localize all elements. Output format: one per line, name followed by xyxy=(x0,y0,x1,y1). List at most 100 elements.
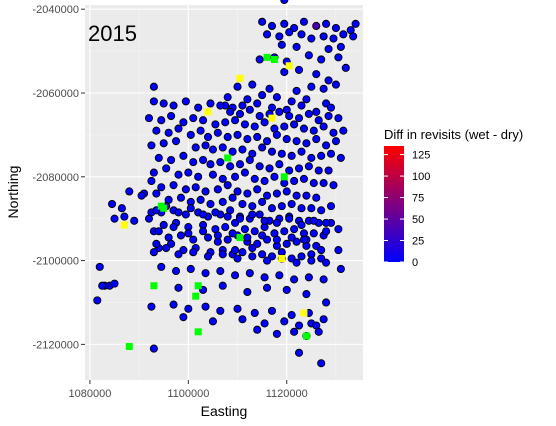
data-point xyxy=(171,267,181,276)
data-point xyxy=(263,137,272,146)
y-tick-label: -2060000 xyxy=(33,88,80,100)
data-point xyxy=(326,202,336,211)
data-point xyxy=(201,141,210,150)
data-point xyxy=(317,206,326,215)
data-point xyxy=(117,204,126,213)
data-point xyxy=(312,107,321,116)
data-point xyxy=(248,80,257,89)
data-point xyxy=(167,155,176,165)
data-point xyxy=(206,160,215,169)
data-point xyxy=(307,256,316,265)
data-point xyxy=(253,325,262,334)
data-point xyxy=(167,111,176,121)
legend-tick-label: 0 xyxy=(412,257,418,269)
data-point xyxy=(149,344,158,353)
data-point xyxy=(277,149,286,158)
data-point xyxy=(351,19,360,28)
data-point xyxy=(267,21,277,30)
data-point xyxy=(159,220,168,230)
data-point xyxy=(267,204,277,213)
data-point xyxy=(253,185,262,194)
data-point xyxy=(130,216,139,225)
data-point xyxy=(125,187,134,196)
data-point xyxy=(196,195,205,204)
data-point xyxy=(287,311,296,320)
data-point xyxy=(243,95,252,104)
y-tick-label: -2100000 xyxy=(33,256,80,268)
data-point xyxy=(174,283,183,292)
data-point xyxy=(336,153,345,162)
data-point xyxy=(208,317,217,326)
data-point xyxy=(137,191,146,200)
data-point xyxy=(336,264,345,274)
data-point xyxy=(108,199,117,209)
data-point xyxy=(292,86,301,95)
data-point xyxy=(272,189,281,198)
data-point xyxy=(203,252,213,261)
green-square-marker xyxy=(263,53,271,61)
green-square-marker xyxy=(150,282,158,290)
data-point xyxy=(294,164,304,173)
data-point xyxy=(174,124,183,133)
data-point xyxy=(174,170,183,179)
data-point xyxy=(280,67,289,77)
data-point xyxy=(201,302,210,311)
data-point xyxy=(203,233,213,242)
y-tick-label: -2080000 xyxy=(33,172,80,184)
data-point xyxy=(98,281,107,290)
data-point xyxy=(176,193,185,202)
data-point xyxy=(228,147,237,156)
data-point xyxy=(334,225,343,234)
data-point xyxy=(250,227,259,236)
data-point xyxy=(149,248,158,257)
legend-ticks: 0 25 50 75 100 125 xyxy=(384,150,430,269)
data-point xyxy=(169,300,178,309)
data-point xyxy=(282,135,291,144)
data-point xyxy=(176,231,185,240)
data-point xyxy=(245,105,254,114)
data-point xyxy=(290,327,299,336)
data-point xyxy=(189,235,198,244)
data-point xyxy=(260,118,269,127)
data-point xyxy=(186,264,195,274)
data-point xyxy=(120,212,129,221)
data-point xyxy=(334,53,343,62)
square-markers xyxy=(120,53,310,350)
data-point xyxy=(250,308,259,318)
data-point xyxy=(275,271,284,280)
data-point xyxy=(263,283,272,292)
data-point xyxy=(324,166,333,175)
data-point xyxy=(260,216,269,225)
data-point xyxy=(263,191,272,200)
data-point xyxy=(292,258,301,267)
data-point xyxy=(260,273,269,282)
data-point xyxy=(263,30,272,39)
green-square-marker xyxy=(160,204,168,212)
data-point xyxy=(181,97,190,106)
data-point xyxy=(304,273,313,282)
data-point xyxy=(208,145,217,154)
data-point xyxy=(147,141,156,150)
data-point xyxy=(331,23,340,33)
data-point xyxy=(147,302,156,311)
yellow-square-marker xyxy=(278,254,286,262)
legend-colorbar xyxy=(384,146,404,262)
data-point xyxy=(285,166,294,175)
data-point xyxy=(297,147,306,156)
data-point xyxy=(240,120,249,129)
data-point xyxy=(157,262,166,271)
data-point xyxy=(201,187,210,196)
data-point xyxy=(253,132,262,142)
data-point xyxy=(294,65,304,74)
data-point xyxy=(292,191,301,200)
data-point xyxy=(218,197,227,206)
data-point xyxy=(317,359,326,368)
data-point xyxy=(171,137,181,146)
data-point xyxy=(297,220,306,230)
data-point xyxy=(297,30,306,39)
data-point xyxy=(309,179,318,188)
data-point xyxy=(282,285,291,294)
data-point xyxy=(110,279,119,288)
data-point xyxy=(290,176,299,186)
data-point xyxy=(304,51,313,60)
